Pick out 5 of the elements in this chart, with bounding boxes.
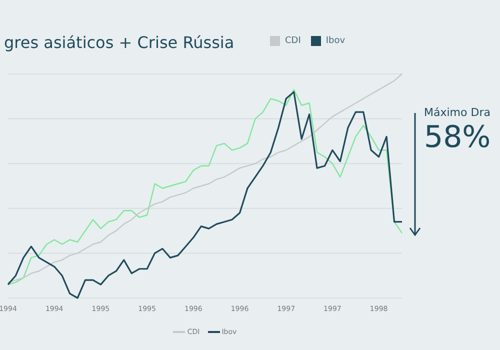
text: 58% xyxy=(424,120,491,155)
text: Máximo Dra xyxy=(424,106,490,119)
legend-label: CDI xyxy=(285,36,301,46)
chart-title: gres asiáticos + Crise Rússia xyxy=(4,33,234,52)
text: Ibov xyxy=(326,36,346,46)
